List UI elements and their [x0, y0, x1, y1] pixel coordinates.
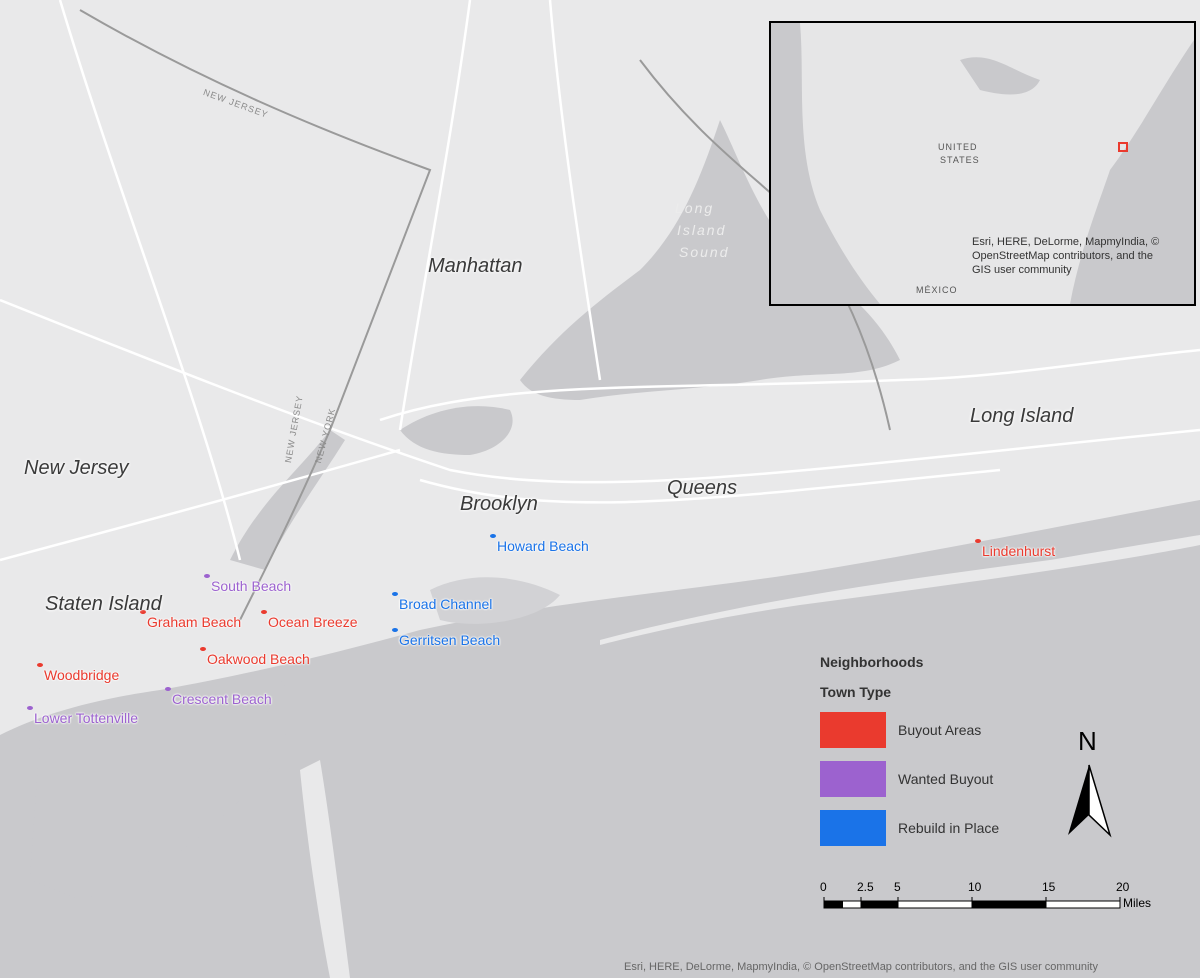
- neighborhood-area: [165, 687, 171, 691]
- scale-label: 10: [968, 880, 982, 894]
- barrier-island: [600, 535, 1200, 645]
- neighborhood-label: Oakwood Beach: [207, 651, 310, 667]
- sound: [520, 120, 900, 400]
- scale-segment: [1045, 900, 1121, 909]
- locator: [1118, 142, 1128, 152]
- scale-label: 15: [1042, 880, 1056, 894]
- neighborhood-label: South Beach: [211, 578, 292, 594]
- scale-unit: Miles: [1123, 896, 1152, 910]
- neighborhood-area: [140, 610, 146, 614]
- legend-swatch: [820, 712, 886, 748]
- road: [0, 298, 1200, 484]
- neighborhood-area: [37, 663, 43, 667]
- neighborhood-area: [200, 647, 206, 651]
- north-label: N: [1078, 726, 1097, 756]
- roads: [0, 0, 1200, 562]
- neighborhood-label: Gerritsen Beach: [399, 632, 501, 648]
- neighborhood-area: [27, 706, 33, 710]
- road: [398, 0, 472, 431]
- scale-label: 20: [1116, 880, 1130, 894]
- scale-label: 5: [894, 880, 901, 894]
- neighborhood-area: [204, 574, 210, 578]
- region-label: Staten Island: [45, 593, 162, 615]
- neighborhood-area: [392, 592, 398, 596]
- atlantic: [1070, 23, 1194, 304]
- neighborhood-label: Ocean Breeze: [268, 614, 358, 630]
- road: [419, 468, 1001, 504]
- north-arrow-right: [1088, 764, 1112, 838]
- neighborhood-label: Lower Tottenville: [34, 710, 139, 726]
- region-label: Brooklyn: [460, 493, 538, 515]
- scale-label: 2.5: [857, 880, 874, 894]
- jamaica-bay: [430, 577, 560, 624]
- bay: [30, 680, 290, 900]
- north-arrow-left: [1068, 765, 1089, 835]
- road: [0, 448, 401, 562]
- neighborhood-area: [490, 534, 496, 538]
- river: [400, 406, 513, 455]
- country-label: UNITED: [938, 142, 978, 152]
- neighborhood-label: Howard Beach: [497, 538, 589, 554]
- harbor: [230, 430, 345, 570]
- country-label: STATES: [940, 155, 980, 165]
- region-label: Queens: [667, 477, 738, 499]
- road: [379, 348, 1200, 422]
- north-arrow: [1068, 764, 1112, 838]
- scale-segment: [897, 900, 973, 909]
- region-label: Manhattan: [428, 255, 523, 277]
- road: [548, 0, 602, 381]
- scale-label: 0: [820, 880, 827, 894]
- region-label: Long Island: [970, 405, 1074, 427]
- neighborhood-area: [975, 539, 981, 543]
- neighborhood-label: Broad Channel: [399, 596, 493, 612]
- neighborhood-label: Crescent Beach: [172, 691, 272, 707]
- neighborhood-label: Woodbridge: [44, 667, 120, 683]
- scale-segment: [860, 900, 899, 909]
- inset: [769, 21, 1196, 306]
- state-line: [79, 9, 432, 621]
- neighborhood-label: Lindenhurst: [982, 543, 1056, 559]
- water-label: Sound: [679, 244, 730, 260]
- neighborhood-area: [392, 628, 398, 632]
- neighborhood-label: Graham Beach: [147, 614, 242, 630]
- legend-label: Buyout Areas: [898, 722, 982, 738]
- scale-bar: [823, 897, 1121, 909]
- ocean: [0, 500, 1200, 978]
- scale-segment: [971, 900, 1047, 909]
- great-lakes: [960, 57, 1040, 95]
- country-label: MÉXICO: [916, 285, 958, 295]
- inset-attribution: Esri, HERE, DeLorme, MapmyIndia, © OpenS…: [972, 236, 1160, 276]
- legend-label: Wanted Buyout: [898, 771, 994, 787]
- legend-swatch: [820, 761, 886, 797]
- pacific: [771, 23, 880, 304]
- neighborhood-marks: [27, 534, 981, 710]
- scale-segment: [842, 900, 862, 909]
- region-label: New Jersey: [24, 457, 129, 479]
- legend-title: Neighborhoods: [820, 654, 924, 670]
- neighborhood-area: [261, 610, 267, 614]
- attribution: Esri, HERE, DeLorme, MapmyIndia, © OpenS…: [624, 961, 1098, 973]
- water-label: Long: [675, 200, 715, 216]
- water-label: Island: [677, 222, 727, 238]
- coast: [300, 760, 350, 978]
- legend-swatch: [820, 810, 886, 846]
- legend-label: Rebuild in Place: [898, 820, 1000, 836]
- road: [58, 0, 242, 561]
- scale-segment: [823, 900, 843, 909]
- legend-swatches: [820, 712, 886, 846]
- legend-subtitle: Town Type: [820, 684, 892, 700]
